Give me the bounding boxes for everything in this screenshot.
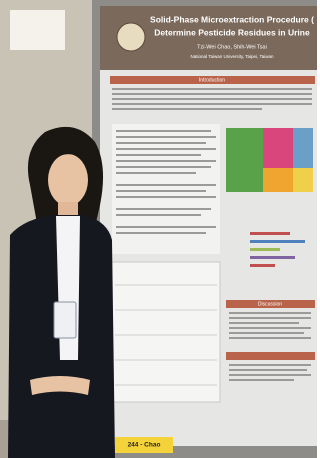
figure-block xyxy=(226,128,263,192)
section-title: Discussion xyxy=(258,301,282,307)
figure-block xyxy=(293,128,313,168)
section-header xyxy=(226,352,315,360)
university-logo xyxy=(117,23,145,51)
poster-authors: Tzi-Wei Chao, Shih-Wei Tsai xyxy=(197,44,267,50)
figure-block xyxy=(263,128,293,168)
page: Solid-Phase Microextraction Procedure ( … xyxy=(0,0,317,458)
window xyxy=(10,10,65,50)
photo: Solid-Phase Microextraction Procedure ( … xyxy=(0,0,317,458)
figure-block xyxy=(293,168,313,192)
poster-title: Solid-Phase Microextraction Procedure ( xyxy=(150,14,314,24)
section-title: Introduction xyxy=(199,77,225,83)
chromatogram-panel xyxy=(112,262,220,402)
poster-affiliation: National Taiwan University, Taipei, Taiw… xyxy=(191,54,274,59)
poster-title: Determine Pesticide Residues in Urine xyxy=(154,27,310,37)
board-number: 244 - Chao xyxy=(128,442,161,449)
name-badge xyxy=(54,302,76,338)
figure-block xyxy=(263,168,293,192)
